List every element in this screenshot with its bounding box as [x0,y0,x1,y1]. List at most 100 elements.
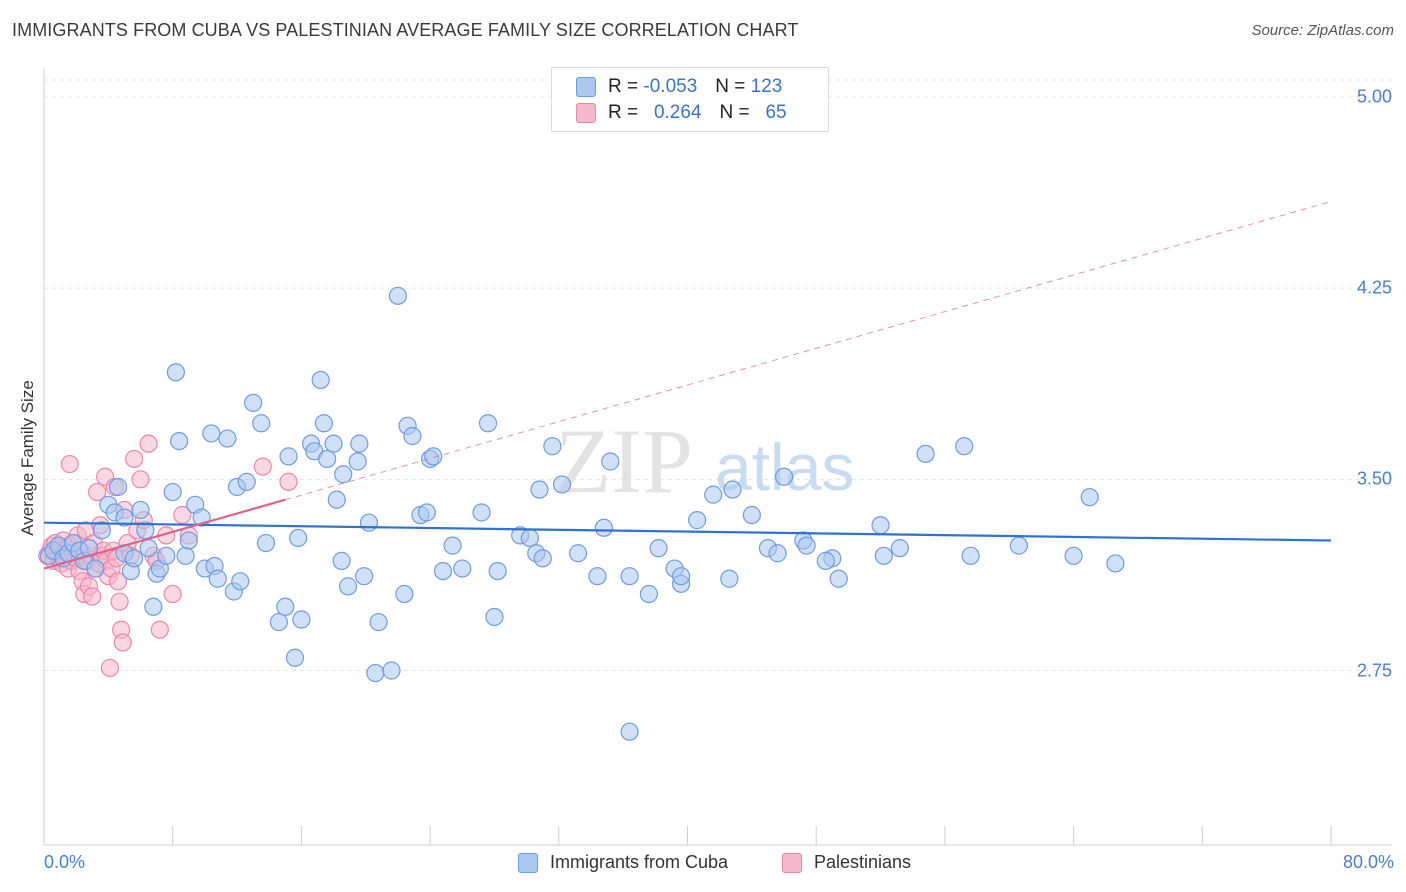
cuba-point [403,426,422,446]
y-tick-label: 2.75 [1356,660,1392,680]
cuba-point [237,472,256,491]
legend-n-value-cuba: 123 [750,76,783,97]
cuba-point [1064,546,1083,565]
cuba-point [179,531,198,550]
cuba-point [86,559,105,578]
cuba-point [649,539,668,558]
palestinians-point [108,572,128,591]
cuba-point [417,503,436,522]
y-axis-label: Average Family Size [18,380,37,536]
legend-label-palestinians: Palestinians [814,852,912,872]
legend-r-label: R = [608,76,639,97]
cuba-point [334,465,353,484]
cuba-point [108,477,128,497]
stats-legend: R = -0.053 N = 123 R = 0.264 N = 65 [551,67,829,132]
cuba-point [285,648,305,667]
cuba-point [424,447,443,466]
cuba-point [276,597,295,616]
cuba-trend-line [43,521,1332,542]
palestinians-point [113,633,132,652]
cuba-point [916,444,935,463]
cuba-point [318,449,337,469]
palestinians-point [279,472,298,491]
legend-r-label: R = [608,102,639,123]
legend-n-label: N = [719,102,750,123]
cuba-point [588,567,607,586]
palestinians-trend-extension [285,201,1332,501]
cuba-point [395,584,414,604]
cuba-point [244,393,263,412]
cuba-point [688,511,707,530]
cuba-point [256,533,276,553]
cuba-point [961,546,980,565]
legend-label-cuba: Immigrants from Cuba [550,852,729,872]
cuba-point [218,429,237,448]
cuba-point [443,536,462,555]
cuba-point [289,528,308,548]
cuba-point [332,551,351,570]
series-legend: Immigrants from Cuba Palestinians [0,852,1406,876]
cuba-points [39,286,1125,741]
cuba-point [520,528,539,548]
palestinians-point [150,620,169,639]
cuba-point [1080,488,1099,507]
legend-item-palestinians[interactable]: Palestinians [782,852,911,873]
cuba-point [1009,536,1029,555]
cuba-point [176,546,195,565]
cuba-point [488,561,507,581]
cuba-point [269,612,288,632]
y-tick-label: 5.00 [1356,86,1392,107]
palestinians-legend-swatch [782,852,802,873]
palestinians-point [124,449,144,469]
cuba-point [279,447,298,466]
cuba-legend-swatch [518,852,538,873]
cuba-point [311,370,330,390]
cuba-point [359,513,379,532]
source-label: Source: ZipAtlas.com [1251,22,1394,39]
legend-n-label: N = [715,76,746,97]
legend-item-cuba[interactable]: Immigrants from Cuba [518,852,728,873]
cuba-point [327,490,346,509]
cuba-point [144,597,163,616]
cuba-point [324,434,343,453]
cuba-point [720,569,739,588]
palestinians-point [131,470,150,489]
cuba-point [252,414,271,433]
palestinians-point [87,482,107,502]
cuba-point [124,549,144,568]
cuba-point [768,544,787,563]
cuba-point [170,432,189,451]
cuba-point [533,549,552,568]
cuba-point [231,572,250,591]
cuba-point [704,485,723,504]
cuba-point [816,551,835,570]
legend-r-value-cuba: -0.053 [643,76,698,97]
cuba-point [92,521,112,540]
chart-title: IMMIGRANTS FROM CUBA VS PALESTINIAN AVER… [12,20,799,40]
x-tick-max: 80.0% [1342,852,1394,872]
cuba-point [620,722,639,741]
cuba-point [355,567,374,586]
cuba-point [369,612,388,632]
legend-row-palestinians: R = 0.264 N = 65 [576,101,787,125]
cuba-point [620,567,639,586]
cuba-point [453,559,472,578]
cuba-point [131,500,150,520]
cuba-point [472,503,491,522]
cuba-point [338,577,358,596]
cuba-point [874,546,893,565]
legend-r-value-palestinians: 0.264 [653,102,702,123]
cuba-point [314,414,334,433]
cuba-point [601,452,620,471]
watermark-zip: ZIP [555,410,693,512]
cuba-point [115,508,134,527]
y-tick-label: 4.25 [1356,277,1392,298]
cuba-point [208,569,227,588]
cuba-point [382,661,401,680]
y-tick-label: 3.50 [1356,468,1392,489]
x-tick-min: 0.0% [44,852,86,872]
cuba-point [202,424,221,443]
cuba-point [890,539,909,558]
cuba-point [829,569,848,588]
